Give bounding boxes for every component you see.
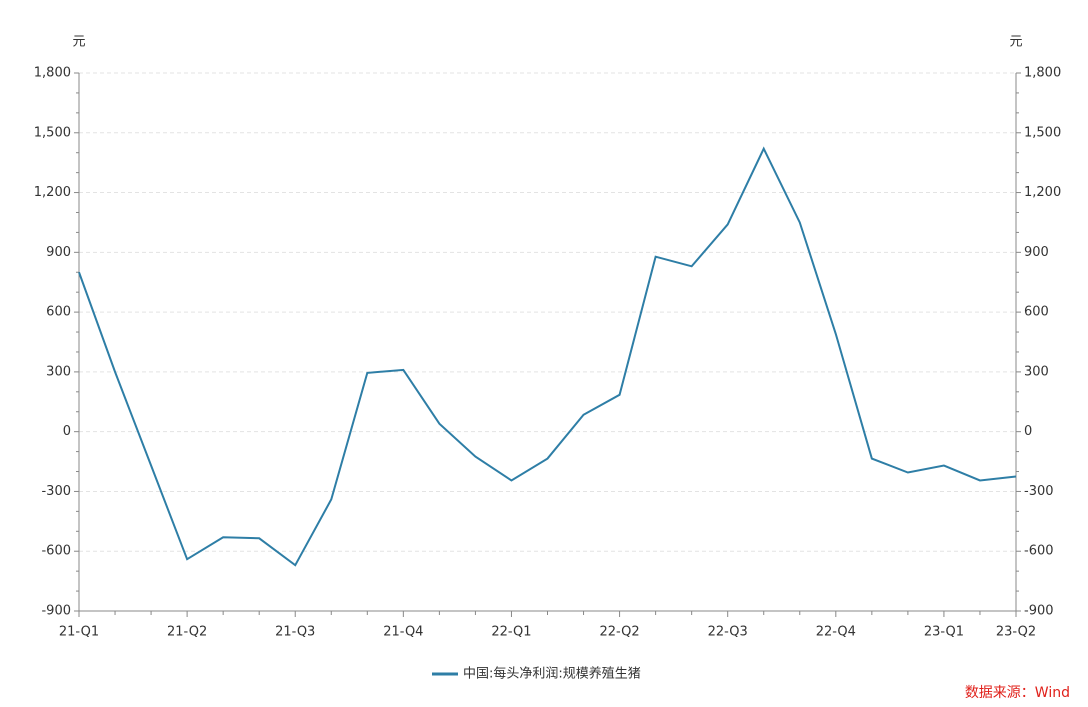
y-tick-label: 600 xyxy=(46,305,71,320)
y-tick-label: -900 xyxy=(41,604,71,619)
y-tick-label: -600 xyxy=(41,544,71,559)
y2-tick-label: 1,200 xyxy=(1024,185,1061,200)
x-tick-label: 22-Q4 xyxy=(816,625,856,640)
x-tick-label: 23-Q1 xyxy=(924,625,964,640)
y2-tick-label: 300 xyxy=(1024,364,1049,379)
x-tick-label: 22-Q3 xyxy=(708,625,748,640)
x-tick-label: 21-Q3 xyxy=(275,625,315,640)
y-tick-label: 300 xyxy=(46,364,71,379)
y-unit: 元 xyxy=(72,35,85,50)
x-tick-label: 21-Q4 xyxy=(383,625,423,640)
source: 数据来源：Wind xyxy=(965,685,1070,701)
y2-tick-label: -300 xyxy=(1024,484,1054,499)
y2-tick-label: -600 xyxy=(1024,544,1054,559)
y2-tick-label: 1,800 xyxy=(1024,66,1061,81)
y2-tick-label: 900 xyxy=(1024,245,1049,260)
y2-tick-label: 0 xyxy=(1024,424,1032,439)
x-tick-label: 21-Q1 xyxy=(59,625,99,640)
y2-tick-label: 1,500 xyxy=(1024,125,1061,140)
y-tick-label: 0 xyxy=(63,424,71,439)
x-tick-label: 21-Q2 xyxy=(167,625,207,640)
series-line xyxy=(78,146,1017,567)
x-tick-label: 22-Q2 xyxy=(599,625,639,640)
legend-label: 中国:每头净利润:规模养殖生猪 xyxy=(463,666,641,682)
y-tick-label: 1,200 xyxy=(34,185,71,200)
x-tick-label: 23-Q2 xyxy=(996,625,1036,640)
y-tick-label: 1,800 xyxy=(34,66,71,81)
y-tick-label: 1,500 xyxy=(34,125,71,140)
y2-unit: 元 xyxy=(1009,35,1022,50)
y-tick-label: 900 xyxy=(46,245,71,260)
y2-tick-label: 600 xyxy=(1024,305,1049,320)
y2-tick-label: -900 xyxy=(1024,604,1054,619)
x-tick-label: 22-Q1 xyxy=(491,625,531,640)
y-tick-label: -300 xyxy=(41,484,71,499)
